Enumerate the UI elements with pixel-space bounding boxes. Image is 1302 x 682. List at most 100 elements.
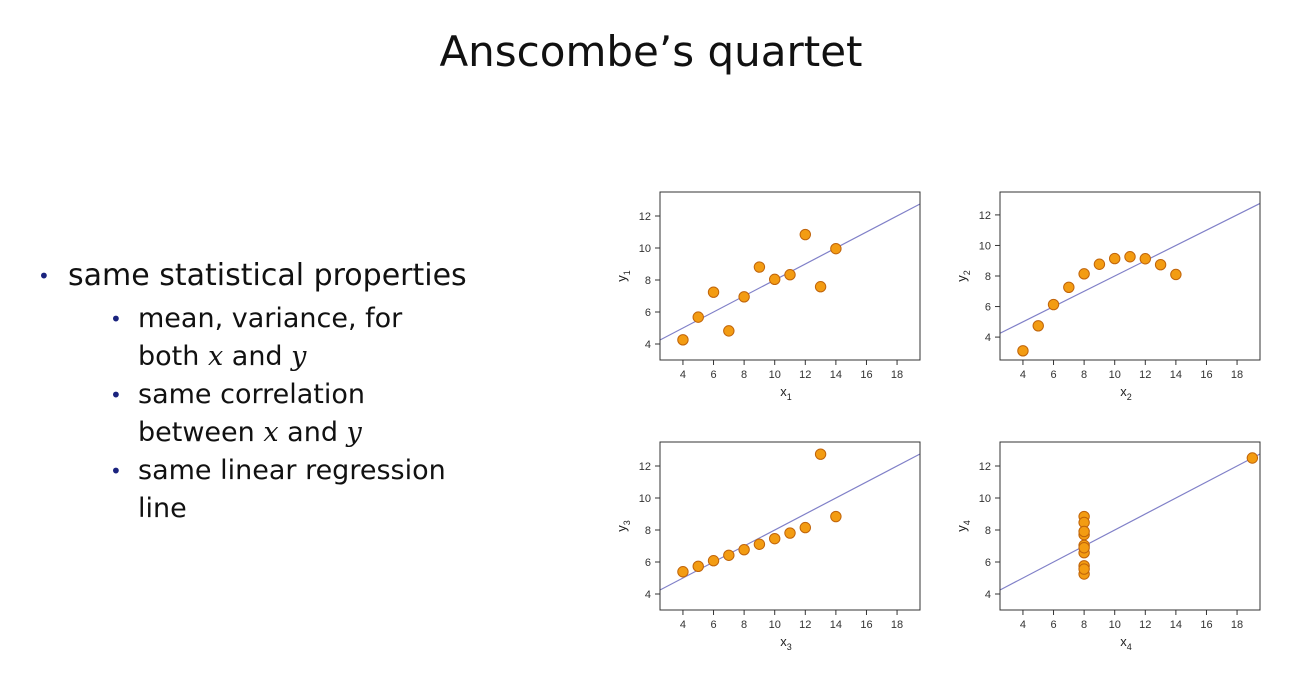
data-point	[1078, 268, 1090, 280]
x-tick-label: 6	[1050, 619, 1056, 631]
x-tick-label: 16	[860, 619, 872, 631]
data-point	[1139, 253, 1151, 265]
sub-bullet-text: same correlation	[138, 379, 365, 410]
x-tick-label: 8	[741, 619, 747, 631]
y-tick-label: 8	[985, 525, 991, 537]
data-point	[723, 549, 735, 561]
x-axis-label: x1	[780, 384, 792, 402]
data-point	[677, 566, 689, 578]
sub-bullet-dot: •	[110, 307, 122, 331]
data-point	[707, 555, 720, 567]
y-tick-label: 10	[979, 493, 991, 505]
math-var-x: x	[207, 341, 224, 372]
x-tick-label: 18	[891, 619, 903, 631]
x-tick-label: 12	[1139, 619, 1151, 631]
x-tick-label: 18	[1231, 369, 1243, 381]
data-point	[1154, 258, 1167, 271]
x-tick-label: 12	[799, 619, 811, 631]
data-point	[1093, 258, 1106, 270]
plot-frame	[999, 191, 1261, 361]
data-point	[738, 543, 750, 556]
math-var-y: y	[346, 417, 362, 448]
y-tick-label: 8	[645, 525, 651, 537]
y-tick-label: 8	[645, 275, 651, 287]
math-var-y: y	[291, 341, 307, 372]
x-tick-label: 4	[680, 619, 686, 631]
y-tick-label: 10	[979, 240, 991, 252]
sub-bullet-text: and	[278, 417, 347, 448]
data-point	[769, 532, 781, 545]
data-point	[1078, 525, 1090, 538]
sub-bullet-text: both	[138, 341, 208, 372]
y-axis-label: y3	[614, 520, 632, 532]
x-tick-label: 6	[710, 619, 716, 631]
x-tick-label: 18	[891, 369, 903, 381]
plot-frame	[999, 441, 1261, 611]
y-tick-label: 12	[979, 210, 991, 222]
data-point	[738, 291, 750, 303]
x-tick-label: 4	[1020, 619, 1026, 631]
x-tick-label: 14	[1170, 619, 1182, 631]
x-tick-label: 18	[1231, 619, 1243, 631]
x-tick-label: 14	[830, 619, 842, 631]
data-point	[753, 261, 766, 273]
data-point	[784, 527, 796, 539]
scatter-plot-2: 4 6 8 10 12 14 16 18 4 6 8 10 12 x2 y2	[954, 191, 1261, 402]
sub-bullet-text: and	[223, 341, 292, 372]
data-point	[1170, 268, 1182, 281]
scatter-plot-1: 4 6 8 10 12 14 16 18 4 6 8 10 12 x1 y1	[614, 191, 921, 402]
x-tick-label: 10	[1109, 619, 1121, 631]
data-point	[830, 510, 842, 523]
data-point	[723, 325, 735, 337]
sub-bullet-correlation: • same correlation between x and y	[38, 376, 558, 452]
regression-line	[1000, 453, 1260, 591]
plot-frame	[659, 191, 921, 361]
data-point	[692, 311, 704, 323]
y-tick-label: 10	[639, 243, 651, 255]
x-axis-label: x2	[1120, 384, 1132, 402]
scatter-plot-4: 4 6 8 10 12 14 16 18 4 6 8 10 12 x4 y4	[954, 441, 1261, 652]
y-axis-label: y2	[954, 270, 972, 282]
data-point	[784, 269, 796, 281]
regression-line	[1000, 202, 1260, 334]
scatter-plot-3: 4 6 8 10 12 14 16 18 4 6 8 10 12 x3 y3	[614, 441, 921, 652]
bullet-list: • same statistical properties • mean, va…	[38, 256, 558, 528]
data-point	[799, 521, 811, 534]
y-tick-label: 6	[645, 557, 651, 569]
x-tick-label: 4	[680, 369, 686, 381]
x-tick-label: 12	[799, 369, 811, 381]
x-tick-label: 10	[769, 619, 781, 631]
plot-frame	[659, 441, 921, 611]
data-point	[1032, 320, 1044, 332]
sub-bullet-dot: •	[110, 459, 122, 483]
y-axis-label: y4	[954, 520, 972, 532]
y-tick-label: 6	[985, 557, 991, 569]
data-point	[814, 448, 827, 460]
data-point	[1078, 563, 1090, 575]
x-tick-label: 14	[830, 369, 842, 381]
data-point	[707, 286, 720, 298]
x-tick-label: 16	[860, 369, 872, 381]
data-point	[799, 228, 811, 241]
y-tick-label: 8	[985, 271, 991, 283]
sub-bullet-regression: • same linear regression line	[38, 452, 558, 528]
y-tick-label: 6	[985, 302, 991, 314]
x-tick-label: 4	[1020, 369, 1026, 381]
sub-bullet-text: mean, variance, for	[138, 303, 403, 334]
y-tick-label: 10	[639, 493, 651, 505]
sub-bullet-text: same linear regression	[138, 455, 446, 486]
data-point	[692, 560, 704, 573]
x-tick-label: 10	[769, 369, 781, 381]
x-tick-label: 16	[1200, 369, 1212, 381]
x-tick-label: 8	[1081, 619, 1087, 631]
data-point	[814, 281, 827, 293]
bullet-main: • same statistical properties	[38, 256, 558, 296]
x-tick-label: 8	[741, 369, 747, 381]
math-var-x: x	[263, 417, 279, 448]
bullet-main-text: same statistical properties	[68, 258, 467, 293]
x-tick-label: 16	[1200, 619, 1212, 631]
y-tick-label: 12	[639, 211, 651, 223]
y-tick-label: 6	[645, 307, 651, 319]
y-tick-label: 12	[639, 461, 651, 473]
y-tick-label: 4	[645, 339, 651, 351]
